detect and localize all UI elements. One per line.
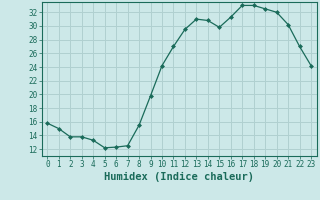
X-axis label: Humidex (Indice chaleur): Humidex (Indice chaleur) — [104, 172, 254, 182]
